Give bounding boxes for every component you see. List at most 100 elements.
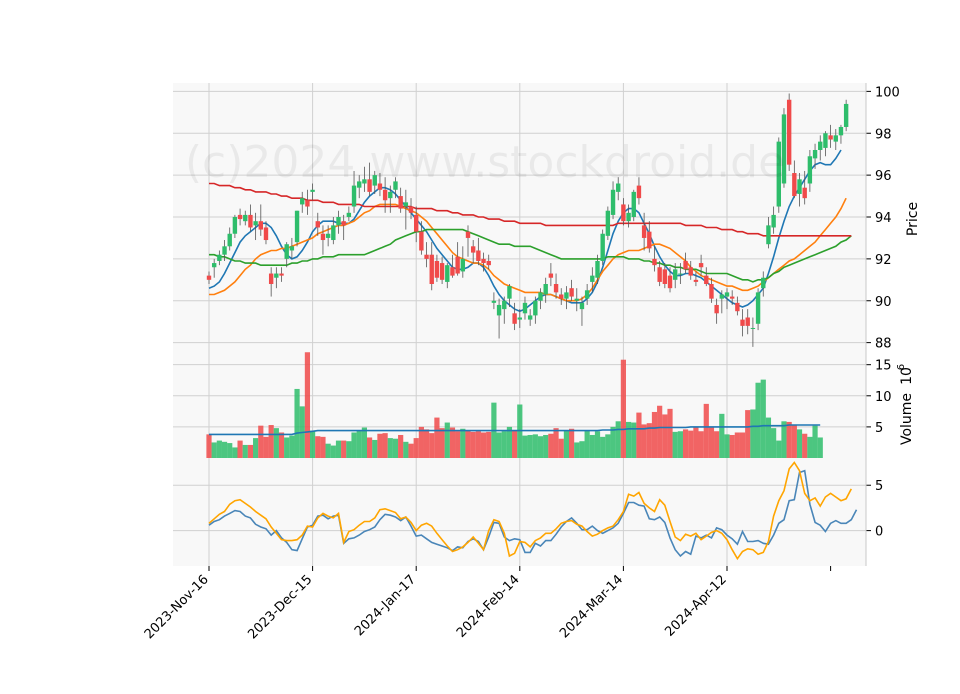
candle-body (237, 214, 243, 220)
candle-body (600, 233, 605, 261)
volume-bar (315, 436, 321, 458)
candle-body (481, 258, 486, 264)
candle-body (657, 267, 662, 282)
candle-body (595, 260, 600, 278)
volume-panel: 5 10 15 (173, 351, 892, 458)
moving-average-line (209, 228, 852, 283)
volume-exponent-power: 6 (896, 364, 907, 370)
candle-body (408, 206, 414, 213)
candle-body (833, 135, 838, 142)
candle-body (776, 141, 781, 207)
candle-body (812, 150, 818, 159)
candle-body (445, 265, 450, 282)
candle-body (828, 135, 833, 140)
candle-body (740, 319, 745, 326)
candle-body (631, 191, 636, 217)
volume-bar (781, 421, 787, 458)
candle-body (704, 275, 709, 284)
candle-body (325, 233, 331, 238)
volume-bar (558, 438, 564, 458)
candle-body (486, 260, 491, 266)
volume-tick-label: 15 (875, 359, 892, 374)
candle-body (553, 284, 559, 293)
volume-bar (662, 414, 668, 458)
candle-body (263, 227, 269, 241)
candle-body (616, 183, 621, 192)
candle-body (714, 304, 719, 314)
candle-body (538, 292, 543, 301)
candle-body (683, 260, 688, 270)
volume-bar (273, 428, 279, 458)
candle-body (232, 217, 238, 234)
candle-body (336, 217, 341, 226)
candle-body (543, 284, 548, 295)
volume-bar (548, 433, 554, 458)
volume-bar (563, 430, 570, 458)
candle-body (641, 225, 647, 238)
volume-tick-label: 5 (875, 421, 883, 436)
volume-bar (408, 443, 414, 458)
candle-body (662, 269, 668, 284)
oscillator-panel: 05 (173, 83, 883, 566)
volume-bar (258, 425, 264, 458)
volume-bar (486, 431, 492, 458)
volume-bar (455, 431, 461, 458)
volume-bar (641, 424, 647, 458)
volume-bar (646, 423, 652, 458)
volume-bar (429, 433, 435, 458)
candle-body (211, 263, 217, 268)
candle-body (377, 183, 383, 190)
volume-bar (682, 429, 689, 458)
candle-body (610, 189, 616, 215)
candle-body (274, 273, 279, 278)
volume-bar (615, 421, 621, 458)
candle-body (450, 267, 455, 276)
volume-bar (807, 436, 813, 458)
volume-bar (444, 422, 450, 458)
candle-body (673, 269, 678, 280)
volume-bar (372, 439, 378, 458)
volume-bar (403, 441, 409, 458)
volume-bar (320, 436, 326, 458)
candle-body (802, 187, 807, 199)
candle-body (496, 304, 502, 316)
candle-body (786, 99, 792, 165)
volume-bar (802, 433, 808, 458)
volume-bar (584, 430, 590, 458)
volume-bar (480, 432, 487, 458)
candle-body (636, 185, 642, 199)
volume-bar (739, 432, 746, 458)
candle-body (579, 302, 585, 310)
volume-bar (651, 411, 658, 458)
volume-bar (253, 438, 259, 458)
volume-bar (672, 431, 678, 458)
volume-bar (289, 435, 295, 458)
volume-bar (760, 379, 766, 458)
volume-bar (714, 431, 720, 458)
volume-bar (387, 438, 393, 458)
volume-bar (688, 430, 694, 458)
candle-body (253, 221, 258, 226)
candle-body (341, 221, 346, 226)
volume-bar (330, 445, 336, 458)
candle-body (729, 296, 735, 299)
candle-body (766, 225, 771, 245)
candle-body (818, 141, 823, 150)
volume-bar (310, 430, 316, 458)
volume-bar (522, 435, 528, 458)
volume-bar (470, 431, 476, 458)
candle-body (605, 210, 611, 236)
candle-body (346, 212, 352, 217)
candle-body (678, 273, 683, 275)
volume-bar (708, 427, 715, 458)
volume-bar (719, 413, 725, 458)
volume-bar (341, 440, 347, 458)
candle-body (243, 214, 248, 222)
price-panel: 88 90 92 94 96 98 100 (173, 83, 900, 352)
volume-bar (413, 438, 419, 458)
candle-body (268, 273, 274, 284)
volume-axis-label: Volume (899, 393, 915, 445)
moving-average-line (209, 197, 847, 302)
candle-body (569, 288, 574, 297)
volume-bar (698, 431, 704, 458)
